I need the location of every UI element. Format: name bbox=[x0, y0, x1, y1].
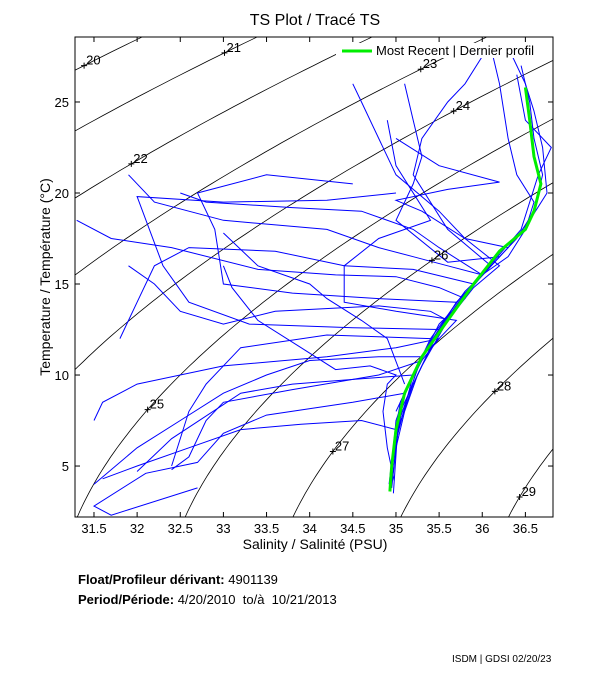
float-label: Float/Profileur dérivant: bbox=[78, 572, 225, 587]
x-tick-label: 35.5 bbox=[426, 521, 451, 536]
density-contour-24 bbox=[75, 59, 553, 371]
profile-line bbox=[394, 137, 509, 249]
x-tick-label: 32.5 bbox=[168, 521, 193, 536]
x-tick-label: 34.5 bbox=[340, 521, 365, 536]
contour-label-22: 22 bbox=[133, 151, 147, 166]
legend-box bbox=[336, 43, 552, 58]
legend: Most Recent | Dernier profil bbox=[336, 43, 552, 58]
profile-line bbox=[352, 83, 501, 485]
x-tick-label: 31.5 bbox=[81, 521, 106, 536]
y-tick-label: 15 bbox=[55, 277, 69, 292]
density-contour-20 bbox=[75, 37, 143, 71]
contour-marker-25 bbox=[144, 406, 151, 413]
profile-line bbox=[136, 374, 414, 472]
contour-marker-22 bbox=[128, 160, 135, 167]
profile-line bbox=[119, 247, 474, 339]
chart-title: TS Plot / Tracé TS bbox=[250, 12, 380, 29]
contour-label-26: 26 bbox=[434, 247, 448, 262]
density-contour-27 bbox=[292, 253, 553, 517]
density-contour-23 bbox=[75, 37, 488, 276]
profile-line bbox=[180, 192, 483, 276]
contour-label-27: 27 bbox=[335, 438, 349, 453]
y-tick-label: 10 bbox=[55, 368, 69, 383]
x-tick-label: 35 bbox=[389, 521, 403, 536]
contour-marker-27 bbox=[329, 448, 336, 455]
y-tick-label: 25 bbox=[55, 95, 69, 110]
profile-line bbox=[196, 174, 457, 303]
float-info: Float/Profileur dérivant: 4901139 bbox=[78, 572, 278, 587]
profile-line bbox=[223, 232, 406, 385]
density-contour-29 bbox=[508, 448, 553, 517]
density-contour-21 bbox=[75, 37, 258, 132]
profile-line bbox=[412, 56, 492, 267]
profile-line bbox=[136, 192, 440, 330]
contour-marker-24 bbox=[450, 108, 457, 115]
contour-label-25: 25 bbox=[150, 397, 164, 412]
profile-line bbox=[128, 174, 484, 467]
contour-marker-26 bbox=[428, 257, 435, 264]
contour-marker-23 bbox=[417, 66, 424, 73]
x-tick-label: 32 bbox=[130, 521, 144, 536]
profile-line bbox=[222, 265, 397, 481]
period-label: Period/Période: bbox=[78, 592, 175, 607]
contour-label-21: 21 bbox=[226, 40, 240, 55]
profile-line bbox=[343, 120, 458, 349]
contour-marker-29 bbox=[516, 493, 523, 500]
profile-line bbox=[93, 356, 422, 485]
period-info: Period/Période: 4/20/2010 to/à 10/21/201… bbox=[78, 592, 337, 607]
profiles bbox=[76, 47, 552, 516]
y-tick-label: 5 bbox=[62, 459, 69, 474]
density-contour-25 bbox=[76, 118, 553, 517]
profile-line bbox=[93, 392, 405, 516]
most-recent-profile bbox=[388, 87, 543, 492]
density-contours bbox=[75, 37, 553, 517]
profile-line bbox=[76, 219, 466, 448]
y-axis-label: Temperature / Température (°C) bbox=[37, 178, 53, 376]
profile-line bbox=[102, 419, 397, 480]
x-tick-label: 34 bbox=[302, 521, 316, 536]
profile-line bbox=[171, 359, 423, 471]
profile-line bbox=[395, 83, 500, 263]
x-tick-label: 36.5 bbox=[513, 521, 538, 536]
y-tick-label: 20 bbox=[55, 186, 69, 201]
profile-line bbox=[171, 334, 431, 467]
most-recent-line bbox=[388, 87, 543, 492]
contour-label-23: 23 bbox=[423, 56, 437, 71]
contour-marker-28 bbox=[491, 388, 498, 395]
x-tick-label: 33 bbox=[216, 521, 230, 536]
profile-line bbox=[391, 65, 544, 488]
contour-label-24: 24 bbox=[456, 98, 470, 113]
contour-marker-21 bbox=[221, 49, 228, 56]
profile-line bbox=[93, 337, 441, 421]
plot-frame bbox=[74, 36, 554, 518]
x-tick-label: 33.5 bbox=[254, 521, 279, 536]
float-id: 4901139 bbox=[228, 572, 278, 587]
contour-marker-20 bbox=[81, 62, 88, 69]
period-value: 4/20/2010 to/à 10/21/2013 bbox=[177, 592, 337, 607]
x-axis-label: Salinity / Salinité (PSU) bbox=[243, 536, 388, 552]
x-tick-label: 36 bbox=[475, 521, 489, 536]
density-contour-26 bbox=[184, 182, 553, 517]
footer-credit: ISDM | GDSI 02/20/23 bbox=[452, 654, 552, 665]
density-contour-28 bbox=[400, 337, 553, 517]
contour-label-20: 20 bbox=[86, 53, 100, 68]
axes: 31.5 32 32.5 33 33.5 34 34.5 35 35.5 36 36.5 5 10 15 2… bbox=[55, 37, 553, 536]
contour-labels: 20 21 22 23 24 25 26 27 28 29 bbox=[81, 40, 536, 500]
legend-label: Most Recent | Dernier profil bbox=[376, 43, 534, 58]
density-contour-22 bbox=[75, 37, 373, 199]
contour-label-29: 29 bbox=[522, 484, 536, 499]
contour-label-28: 28 bbox=[497, 378, 511, 393]
